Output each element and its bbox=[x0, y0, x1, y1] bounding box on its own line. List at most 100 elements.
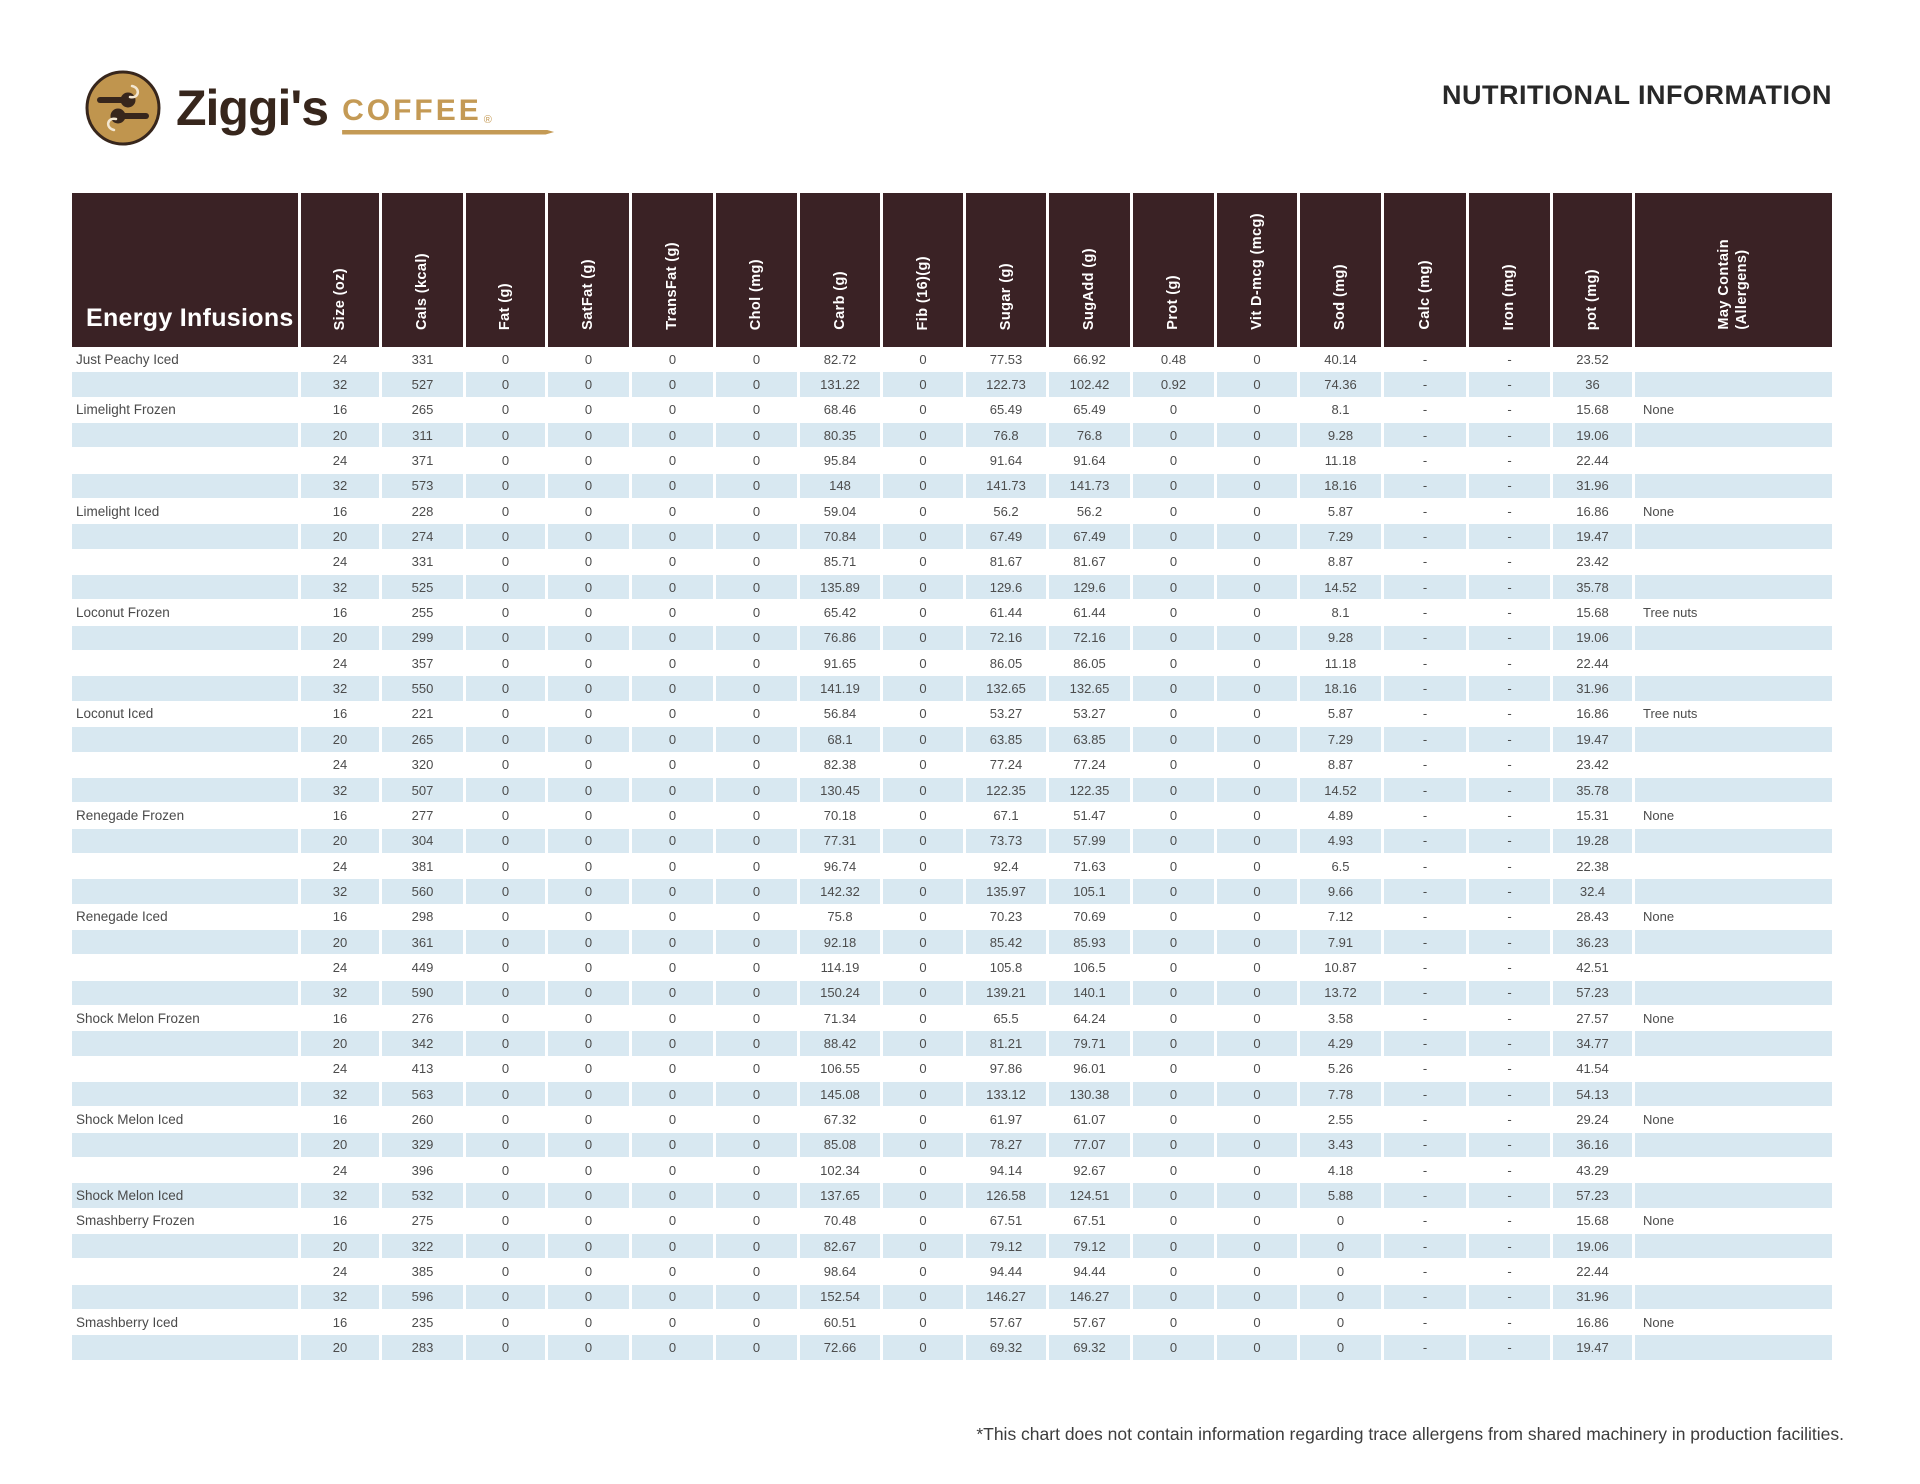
value-cell: 0 bbox=[548, 1310, 632, 1336]
value-cell: 8.1 bbox=[1300, 600, 1384, 626]
allergen-cell bbox=[1635, 727, 1832, 753]
value-cell: 0 bbox=[548, 651, 632, 677]
value-cell: 0 bbox=[1133, 828, 1217, 854]
value-cell: 7.12 bbox=[1300, 904, 1384, 930]
value-cell: 0 bbox=[883, 1031, 966, 1057]
value-cell: 148 bbox=[800, 473, 883, 500]
value-cell: 0 bbox=[632, 980, 716, 1006]
value-cell: 0 bbox=[716, 676, 800, 702]
value-cell: 0 bbox=[632, 1208, 716, 1235]
value-cell: 0 bbox=[548, 600, 632, 626]
value-cell: 0 bbox=[466, 1031, 548, 1057]
value-cell: 56.2 bbox=[966, 499, 1049, 525]
value-cell: 19.47 bbox=[1553, 727, 1635, 753]
value-cell: 0 bbox=[716, 600, 800, 626]
value-cell: 0 bbox=[1133, 676, 1217, 702]
value-cell: 150.24 bbox=[800, 980, 883, 1006]
value-cell: 0 bbox=[1133, 1132, 1217, 1158]
value-cell: 0 bbox=[883, 1208, 966, 1235]
value-cell: 0 bbox=[632, 575, 716, 601]
value-cell: 7.29 bbox=[1300, 727, 1384, 753]
table-row: 24 381 0 0 0 0 96.74 0 92.4 71.63 0 0 6.5- -22.38 bbox=[72, 853, 1832, 880]
drink-name-cell bbox=[72, 752, 301, 778]
value-cell: 60.51 bbox=[800, 1310, 883, 1336]
value-cell: 32 bbox=[301, 1081, 382, 1108]
value-cell: 0 bbox=[548, 575, 632, 601]
value-cell: 106.55 bbox=[800, 1056, 883, 1082]
value-cell: - bbox=[1384, 1158, 1469, 1184]
table-row: 32 563 0 0 0 0 145.08 0 133.12 130.38 0 0 7.78- -54.1… bbox=[72, 1081, 1832, 1108]
table-row: 20 329 0 0 0 0 85.08 0 78.27 77.07 0 0 3.43- -36.16 bbox=[72, 1132, 1832, 1158]
drink-name-cell bbox=[72, 625, 301, 652]
value-cell: 19.28 bbox=[1553, 828, 1635, 854]
value-cell: 0 bbox=[883, 676, 966, 702]
brand-header: Ziggi's COFFEE ® bbox=[84, 66, 555, 150]
value-cell: 0 bbox=[716, 980, 800, 1006]
value-cell: 15.68 bbox=[1553, 1208, 1635, 1235]
value-cell: 0 bbox=[883, 549, 966, 576]
value-cell: 0 bbox=[466, 1107, 548, 1133]
column-header: Sugar (g) bbox=[966, 193, 1049, 347]
value-cell: 13.72 bbox=[1300, 980, 1384, 1006]
value-cell: 19.06 bbox=[1553, 625, 1635, 652]
value-cell: 82.72 bbox=[800, 347, 883, 373]
value-cell: 137.65 bbox=[800, 1183, 883, 1209]
value-cell: 130.38 bbox=[1049, 1081, 1133, 1108]
value-cell: 67.51 bbox=[966, 1208, 1049, 1235]
value-cell: 371 bbox=[382, 448, 466, 474]
value-cell: 0 bbox=[466, 372, 548, 398]
column-header: SatFat (g) bbox=[548, 193, 632, 347]
value-cell: - bbox=[1384, 1335, 1469, 1361]
value-cell: 74.36 bbox=[1300, 372, 1384, 398]
allergen-cell: None bbox=[1635, 499, 1832, 525]
value-cell: 24 bbox=[301, 955, 382, 981]
value-cell: 0 bbox=[548, 1259, 632, 1285]
value-cell: 0 bbox=[716, 1031, 800, 1057]
column-header: Cals (kcal) bbox=[382, 193, 466, 347]
value-cell: 0 bbox=[1133, 397, 1217, 424]
value-cell: - bbox=[1384, 423, 1469, 449]
value-cell: 20 bbox=[301, 1132, 382, 1158]
value-cell: 0 bbox=[883, 625, 966, 652]
value-cell: 0 bbox=[716, 777, 800, 804]
value-cell: 0 bbox=[548, 473, 632, 500]
value-cell: 0 bbox=[548, 752, 632, 778]
value-cell: 24 bbox=[301, 1158, 382, 1184]
value-cell: 0 bbox=[466, 701, 548, 728]
value-cell: 0 bbox=[466, 727, 548, 753]
value-cell: 59.04 bbox=[800, 499, 883, 525]
value-cell: 0 bbox=[716, 423, 800, 449]
value-cell: 0 bbox=[632, 1234, 716, 1260]
value-cell: 56.84 bbox=[800, 701, 883, 728]
value-cell: - bbox=[1384, 727, 1469, 753]
value-cell: 126.58 bbox=[966, 1183, 1049, 1209]
column-header: Fib (16)(g) bbox=[883, 193, 966, 347]
value-cell: 0 bbox=[466, 1183, 548, 1209]
drink-name-cell bbox=[72, 575, 301, 601]
value-cell: 92.4 bbox=[966, 853, 1049, 880]
value-cell: 0 bbox=[1217, 727, 1300, 753]
table-row: Loconut Frozen 16 255 0 0 0 0 65.42 0 61.44 61.44 0… bbox=[72, 600, 1832, 626]
value-cell: 97.86 bbox=[966, 1056, 1049, 1082]
value-cell: 0 bbox=[1217, 575, 1300, 601]
table-row: 24 371 0 0 0 0 95.84 0 91.64 91.64 0 0 11.18- -22.44 bbox=[72, 448, 1832, 474]
allergen-cell bbox=[1635, 1031, 1832, 1057]
allergen-cell bbox=[1635, 372, 1832, 398]
value-cell: - bbox=[1469, 347, 1553, 373]
value-cell: 0 bbox=[548, 955, 632, 981]
value-cell: 122.73 bbox=[966, 372, 1049, 398]
value-cell: 70.84 bbox=[800, 524, 883, 550]
value-cell: 0 bbox=[716, 1081, 800, 1108]
value-cell: 86.05 bbox=[966, 651, 1049, 677]
value-cell: 0 bbox=[632, 473, 716, 500]
value-cell: 0 bbox=[632, 727, 716, 753]
drink-name-cell bbox=[72, 879, 301, 905]
value-cell: 61.44 bbox=[1049, 600, 1133, 626]
value-cell: 532 bbox=[382, 1183, 466, 1209]
drink-name-cell: Limelight Iced bbox=[72, 499, 301, 525]
drink-name-cell bbox=[72, 1284, 301, 1311]
value-cell: 0 bbox=[466, 1056, 548, 1082]
value-cell: 507 bbox=[382, 777, 466, 804]
value-cell: 0 bbox=[548, 1107, 632, 1133]
value-cell: 0 bbox=[716, 1284, 800, 1311]
